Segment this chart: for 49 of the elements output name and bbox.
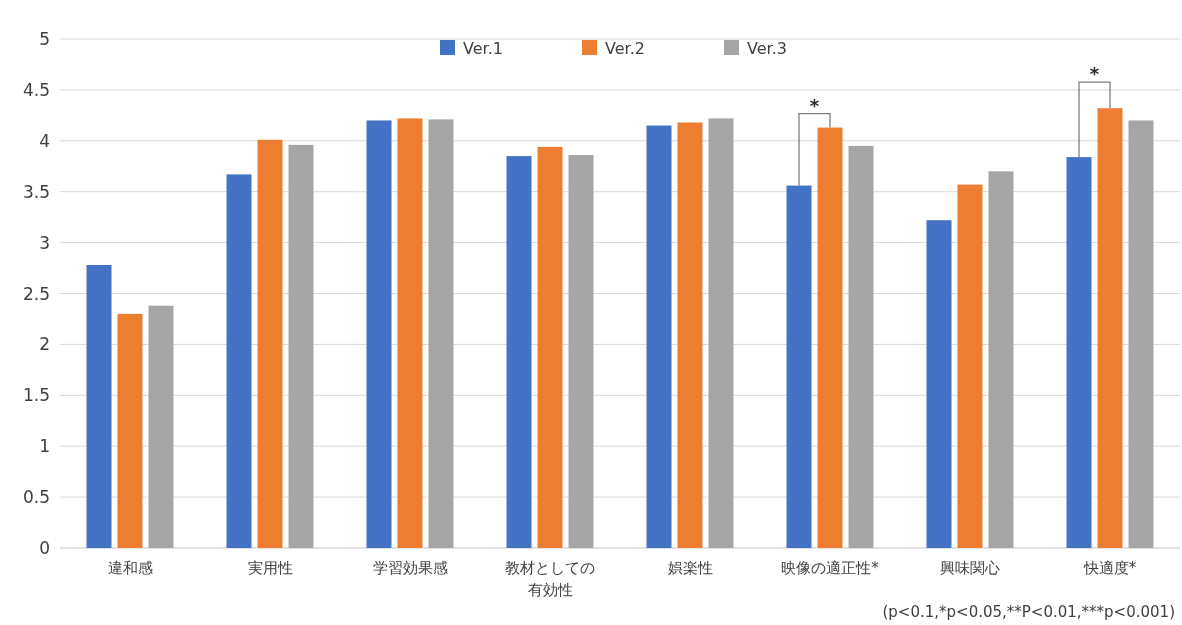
legend-label: Ver.1 xyxy=(463,39,503,58)
y-tick-label: 0 xyxy=(39,538,50,558)
bar xyxy=(537,146,563,548)
x-tick-label: 映像の適正性* xyxy=(781,559,880,577)
bar xyxy=(257,139,283,548)
x-tick-label: 実用性 xyxy=(247,559,293,577)
y-tick-label: 5 xyxy=(39,29,50,49)
annotation: * xyxy=(1089,63,1100,85)
bar xyxy=(86,265,112,548)
legend-label: Ver.2 xyxy=(605,39,645,58)
legend-label: Ver.3 xyxy=(747,39,787,58)
x-tick-label: 快適度* xyxy=(1082,559,1137,577)
bar xyxy=(366,120,392,548)
text: (p<0.1,*p<0.05,**P<0.01,***p<0.001) xyxy=(882,603,1175,621)
bar xyxy=(957,184,983,548)
bar xyxy=(506,156,532,548)
y-tick-label: 4.5 xyxy=(22,79,50,100)
y-tick-label: 3 xyxy=(39,232,50,253)
bar xyxy=(288,144,314,548)
x-tick-label: 興味関心 xyxy=(940,559,1000,577)
annotation: * xyxy=(809,94,820,116)
bar xyxy=(677,122,703,548)
bar xyxy=(148,305,174,548)
bar xyxy=(1066,157,1092,548)
y-tick-label: 3.5 xyxy=(22,181,50,202)
y-tick-label: 1 xyxy=(39,436,50,457)
x-tick-label: 娯楽性 xyxy=(667,559,713,577)
bar xyxy=(397,118,423,548)
y-tick-label: 0.5 xyxy=(22,487,50,508)
bar xyxy=(988,171,1014,548)
x-tick-label: 違和感 xyxy=(107,559,153,577)
x-tick-label: 教材としての有効性 xyxy=(505,559,595,599)
x-tick-label: 学習効果感 xyxy=(372,559,448,577)
y-tick-label: 2.5 xyxy=(22,283,50,304)
bar xyxy=(848,145,874,548)
bar xyxy=(1128,120,1154,548)
bar xyxy=(786,185,812,548)
bar xyxy=(226,174,252,548)
bar xyxy=(708,118,734,548)
bar xyxy=(1097,108,1123,548)
bar xyxy=(646,125,672,548)
y-tick-label: 1.5 xyxy=(22,385,50,406)
bar xyxy=(568,155,594,548)
bar xyxy=(926,220,952,548)
bar xyxy=(117,313,143,548)
bar xyxy=(428,119,454,548)
bar xyxy=(817,127,843,548)
y-tick-label: 2 xyxy=(39,334,50,355)
y-tick-label: 4 xyxy=(39,130,50,151)
